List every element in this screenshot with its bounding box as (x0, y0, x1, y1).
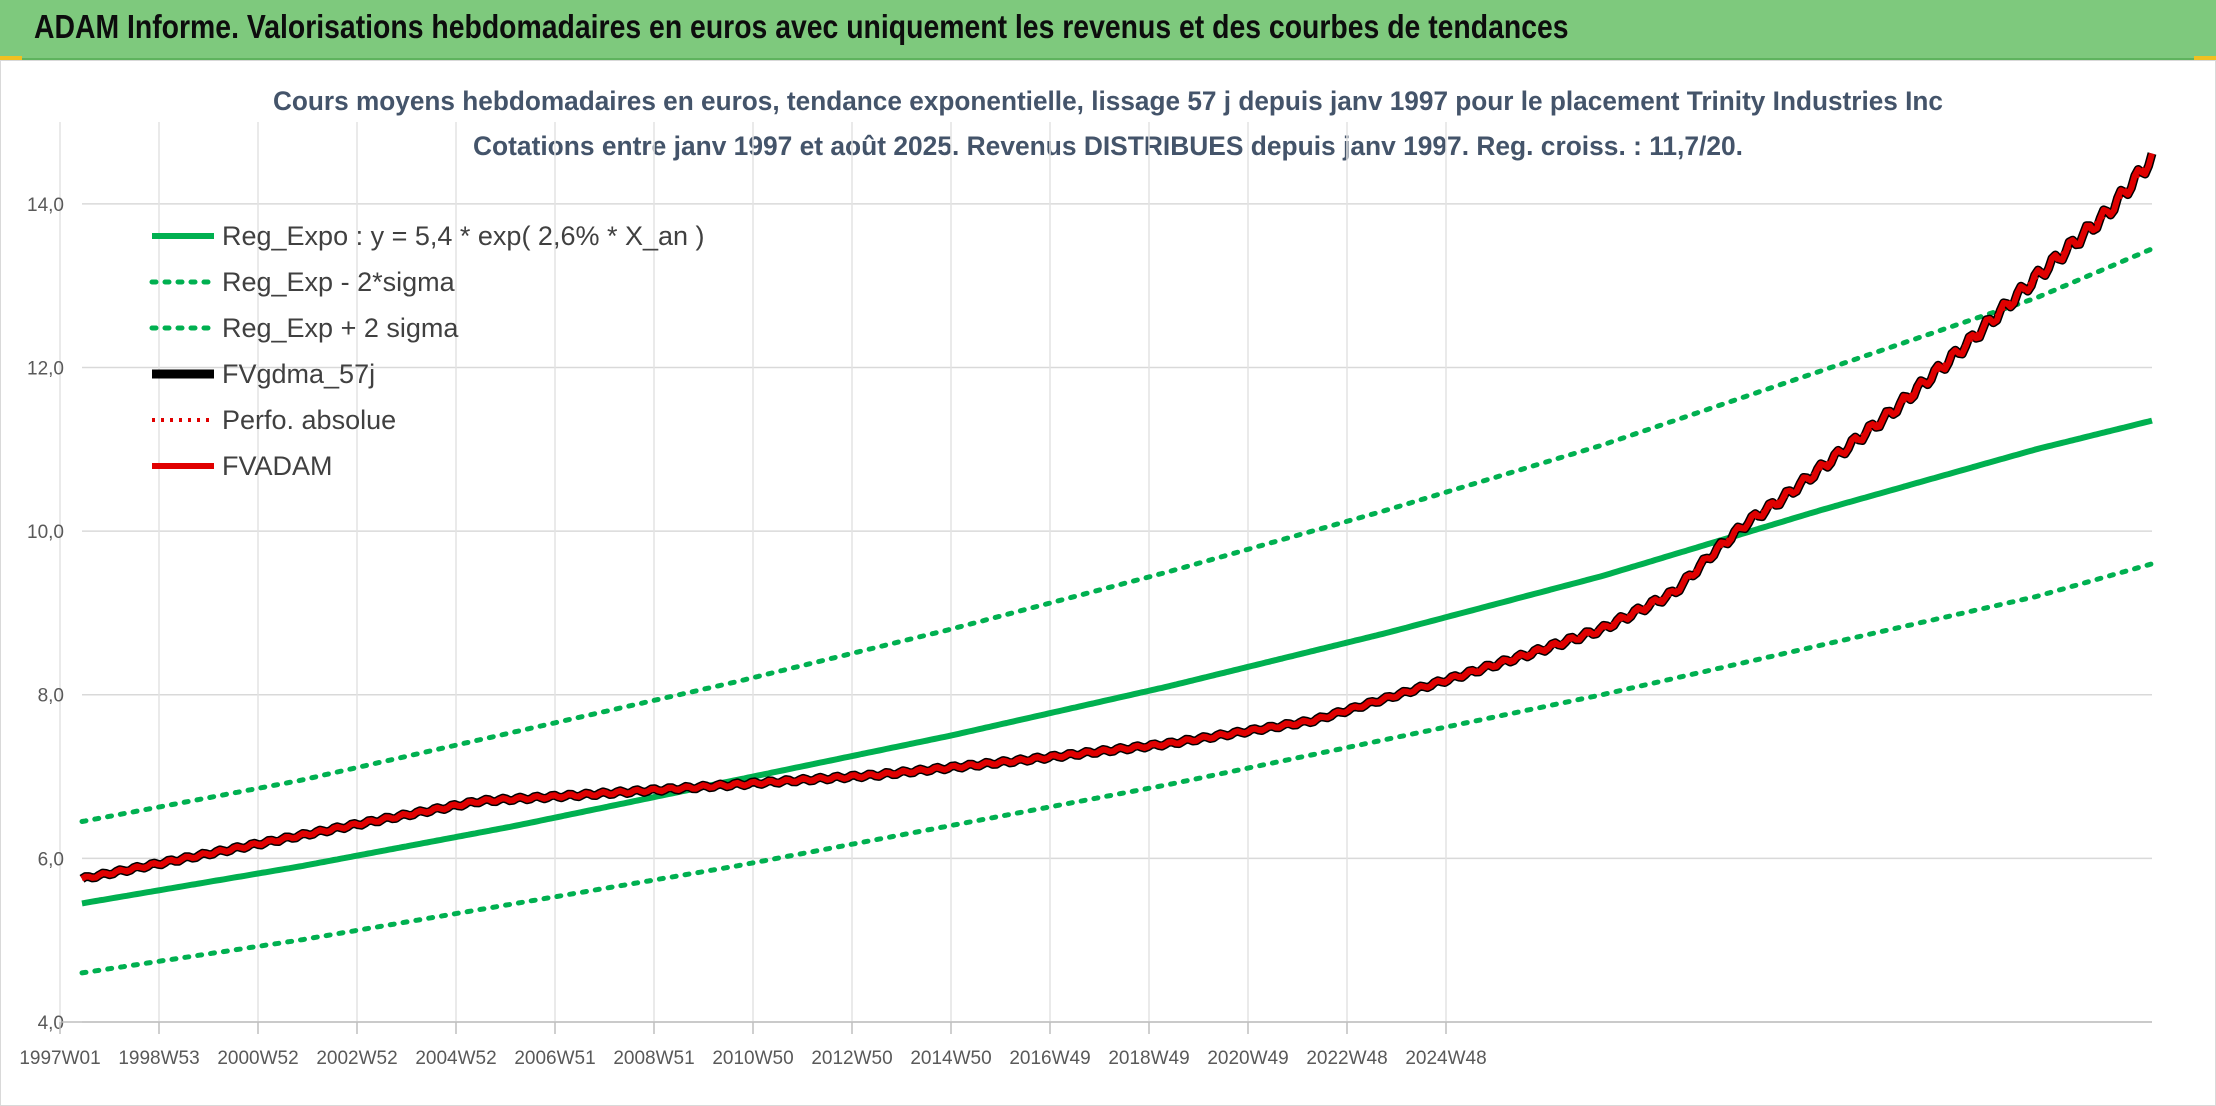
y-tick-label: 6,0 (38, 849, 64, 870)
x-tick-label: 2010W50 (712, 1048, 793, 1069)
axes: 4,0 6,0 8,0 10,0 12,0 14,0 1997W01 1998W53 2000W… (19, 195, 2152, 1069)
chart-area (0, 60, 2216, 1106)
legend-label: FVgdma_57j (222, 359, 375, 389)
x-tick-label: 2004W52 (415, 1048, 496, 1069)
chart-title-line-1: Cours moyens hebdomadaires en euros, ten… (273, 86, 1943, 116)
y-tick-label: 8,0 (38, 686, 64, 707)
legend-label: FVADAM (222, 451, 333, 481)
x-tick-label: 2024W48 (1405, 1048, 1486, 1069)
x-tick-label: 2018W49 (1108, 1048, 1189, 1069)
series-line-0 (81, 417, 2153, 907)
x-tick-label: 2008W51 (613, 1048, 694, 1069)
series-line-1 (79, 561, 2155, 976)
legend-label: Reg_Exp + 2 sigma (222, 313, 459, 343)
corner-marker (2194, 56, 2216, 62)
x-tick-label: 1998W53 (118, 1048, 199, 1069)
x-tick-label: 2014W50 (910, 1048, 991, 1069)
report-banner: ADAM Informe. Valorisations hebdomadaire… (0, 0, 2216, 60)
legend-label: Perfo. absolue (222, 405, 396, 435)
series-group (79, 152, 2157, 976)
x-tick-label: 2020W49 (1207, 1048, 1288, 1069)
x-tick-label: 2006W51 (514, 1048, 595, 1069)
x-tick-label: 2022W48 (1306, 1048, 1387, 1069)
series-line-5 (80, 152, 2155, 882)
report-title: ADAM Informe. Valorisations hebdomadaire… (34, 8, 1569, 45)
x-tick-label: 2012W50 (811, 1048, 892, 1069)
gridlines (59, 122, 2152, 1023)
legend-label: Reg_Expo : y = 5,4 * exp( 2,6% * X_an ) (222, 221, 705, 251)
y-tick-label: 14,0 (27, 195, 64, 216)
x-tick-label: 2016W49 (1009, 1048, 1090, 1069)
line-chart: Cours moyens hebdomadaires en euros, ten… (0, 60, 2216, 1106)
x-tick-label: 2002W52 (316, 1048, 397, 1069)
x-tick-label: 2000W52 (217, 1048, 298, 1069)
y-tick-label: 4,0 (38, 1013, 64, 1034)
y-tick-label: 10,0 (27, 522, 64, 543)
chart-title-line-2: Cotations entre janv 1997 et août 2025. … (473, 131, 1743, 161)
legend-label: Reg_Exp - 2*sigma (222, 267, 456, 297)
x-tick-label: 1997W01 (19, 1048, 100, 1069)
series-line-2 (79, 246, 2155, 824)
legend: Reg_Expo : y = 5,4 * exp( 2,6% * X_an ) R… (149, 221, 705, 481)
corner-marker (0, 56, 22, 62)
y-tick-label: 12,0 (27, 358, 64, 379)
